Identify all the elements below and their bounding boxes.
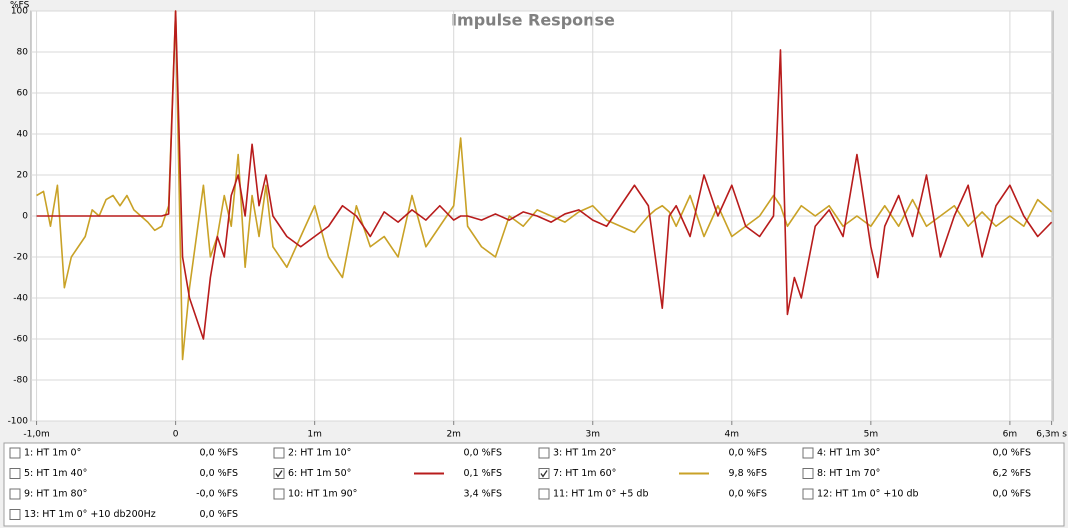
checkbox[interactable] (802, 488, 814, 500)
trace-panel (3, 442, 1065, 527)
checkbox[interactable] (273, 468, 285, 479)
checkbox[interactable] (273, 447, 285, 459)
checkbox[interactable] (9, 447, 21, 459)
checkmark (275, 470, 283, 478)
trace-reading: 9,8 %FS (729, 468, 767, 479)
x-tick-label: 5m (864, 430, 879, 440)
trace-name: 7: HT 1m 60° (553, 468, 616, 479)
checkbox[interactable] (9, 488, 21, 500)
trace-name: 8: HT 1m 70° (817, 468, 880, 479)
trace-name: 5: HT 1m 40° (24, 468, 87, 479)
trace-reading: 0,0 %FS (729, 489, 767, 500)
y-tick-label: 40 (17, 130, 29, 140)
trace-reading: 3,4 %FS (464, 489, 502, 500)
checkmark (540, 470, 548, 478)
x-tick-label: 6m (1003, 430, 1018, 440)
trace-reading: 0,0 %FS (729, 448, 767, 459)
trace-name: 6: HT 1m 50° (288, 468, 351, 479)
x-tick-label: 3m (586, 430, 601, 440)
trace-reading: 0,1 %FS (464, 468, 502, 479)
y-tick-label: 80 (17, 48, 29, 58)
checkbox[interactable] (802, 468, 814, 479)
trace-reading: 0,0 %FS (993, 448, 1031, 459)
series-line (36, 10, 1053, 361)
y-tick-label: 20 (17, 171, 29, 181)
trace-reading: 6,2 %FS (993, 468, 1031, 479)
y-tick-label: -60 (13, 335, 28, 345)
trace-name: 1: HT 1m 0° (24, 448, 81, 459)
x-tick-label: 1m (307, 430, 322, 440)
trace-name: 10: HT 1m 90° (288, 489, 357, 500)
x-tick-label: 0 (173, 430, 179, 440)
y-tick-label: -100 (8, 417, 29, 427)
checkbox[interactable] (273, 488, 285, 500)
y-axis-label: %FS (10, 1, 30, 11)
trace-reading: 0,0 %FS (200, 509, 238, 520)
y-tick-label: 0 (22, 212, 28, 222)
y-tick-label: 60 (17, 89, 29, 99)
y-tick-label: 100 (11, 7, 28, 17)
checkbox[interactable] (538, 488, 550, 500)
checkbox[interactable] (538, 447, 550, 459)
x-tick-label: 6,3m s (1036, 430, 1067, 440)
trace-name: 3: HT 1m 20° (553, 448, 616, 459)
checkbox[interactable] (9, 468, 21, 479)
trace-reading: -0,0 %FS (196, 489, 238, 500)
x-tick-label: 2m (446, 430, 461, 440)
x-tick-label: 4m (725, 430, 740, 440)
y-tick-label: -20 (13, 253, 28, 263)
trace-name: 9: HT 1m 80° (24, 489, 87, 500)
trace-name: 4: HT 1m 30° (817, 448, 880, 459)
x-tick-label: -1,0m (23, 430, 49, 440)
y-tick-label: -40 (13, 294, 28, 304)
trace-name: 12: HT 1m 0° +10 db (817, 489, 919, 500)
trace-name: 2: HT 1m 10° (288, 448, 351, 459)
trace-reading: 0,0 %FS (200, 448, 238, 459)
chart-title: Impulse Response (451, 11, 615, 30)
trace-reading: 0,0 %FS (464, 448, 502, 459)
y-tick-label: -80 (13, 376, 28, 386)
series-line (36, 10, 1053, 340)
trace-name: 11: HT 1m 0° +5 db (553, 489, 649, 500)
trace-reading: 0,0 %FS (993, 489, 1031, 500)
trace-name: 13: HT 1m 0° +10 db200Hz (24, 509, 156, 520)
checkbox[interactable] (802, 447, 814, 459)
trace-reading: 0,0 %FS (200, 468, 238, 479)
checkbox[interactable] (538, 468, 550, 479)
checkbox[interactable] (9, 509, 21, 520)
